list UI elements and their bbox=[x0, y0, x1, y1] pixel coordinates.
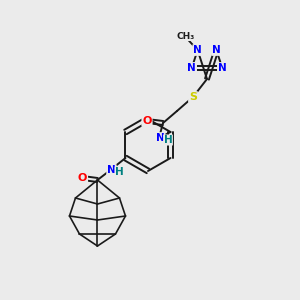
Text: N: N bbox=[193, 45, 202, 55]
Text: H: H bbox=[115, 167, 124, 177]
Text: H: H bbox=[164, 135, 172, 145]
Text: O: O bbox=[78, 173, 87, 183]
Text: N: N bbox=[156, 133, 164, 143]
Text: N: N bbox=[218, 63, 226, 73]
Text: S: S bbox=[189, 92, 197, 102]
Text: N: N bbox=[188, 63, 196, 73]
Text: N: N bbox=[212, 45, 221, 55]
Text: CH₃: CH₃ bbox=[176, 32, 195, 40]
Text: N: N bbox=[107, 165, 116, 175]
Text: O: O bbox=[142, 116, 152, 126]
